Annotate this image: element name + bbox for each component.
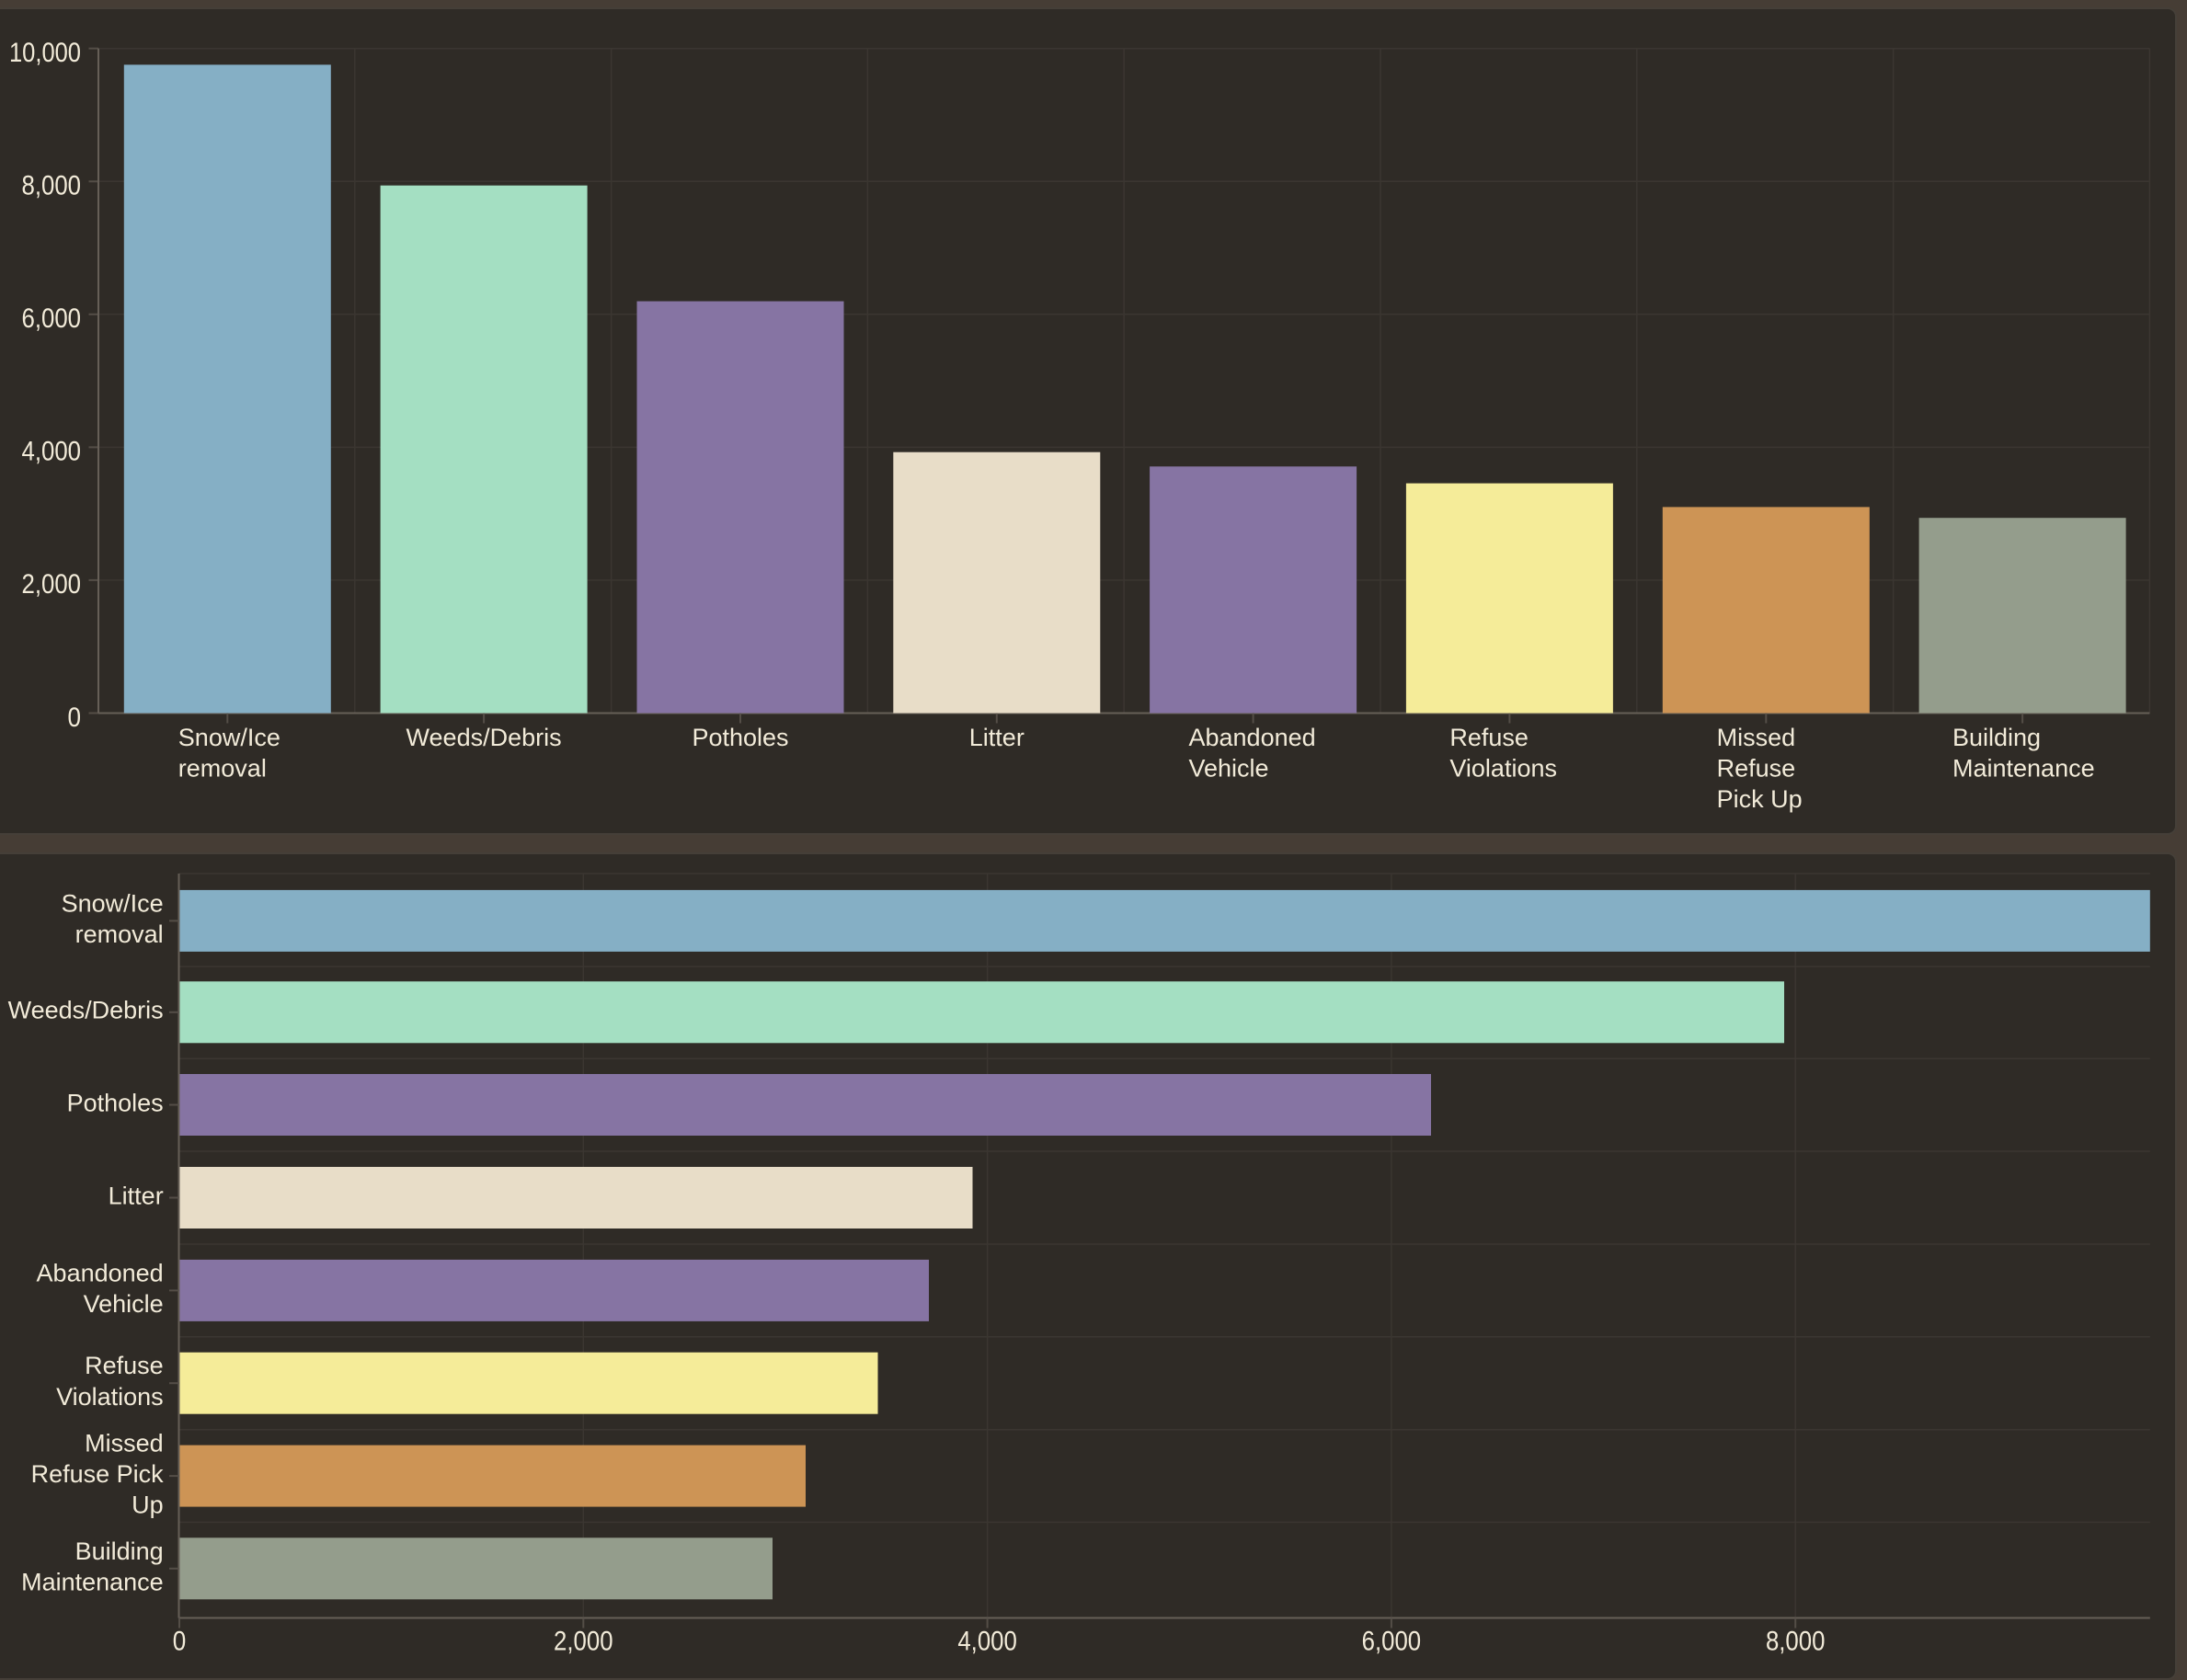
svg-text:Snow/Ice: Snow/Ice — [62, 889, 164, 917]
svg-text:10,000: 10,000 — [9, 38, 81, 68]
svg-text:Up: Up — [132, 1491, 164, 1519]
svg-text:Violations: Violations — [56, 1383, 164, 1411]
svg-text:Vehicle: Vehicle — [1189, 754, 1269, 782]
svg-text:0: 0 — [68, 703, 82, 733]
svg-text:Litter: Litter — [109, 1182, 164, 1209]
svg-text:Building: Building — [75, 1537, 164, 1565]
svg-text:Litter: Litter — [969, 724, 1025, 751]
svg-text:2,000: 2,000 — [554, 1626, 613, 1656]
svg-text:Abandoned: Abandoned — [37, 1259, 164, 1286]
svg-text:Weeds/Debris: Weeds/Debris — [406, 724, 562, 751]
svg-text:Vehicle: Vehicle — [84, 1290, 164, 1318]
svg-text:Potholes: Potholes — [67, 1089, 164, 1116]
svg-text:removal: removal — [178, 754, 267, 782]
svg-text:4,000: 4,000 — [957, 1626, 1017, 1656]
svg-text:Building: Building — [1952, 724, 2041, 751]
svg-text:Missed: Missed — [85, 1429, 164, 1457]
svg-text:Refuse: Refuse — [85, 1352, 164, 1379]
svg-text:Violations: Violations — [1449, 754, 1557, 782]
svg-text:8,000: 8,000 — [22, 171, 82, 201]
svg-text:Pick Up: Pick Up — [1717, 785, 1803, 813]
svg-text:Abandoned: Abandoned — [1189, 724, 1316, 751]
svg-text:Maintenance: Maintenance — [1952, 754, 2095, 782]
svg-text:6,000: 6,000 — [22, 303, 82, 334]
svg-text:Maintenance: Maintenance — [21, 1568, 164, 1595]
svg-text:Refuse Pick: Refuse Pick — [31, 1460, 165, 1488]
svg-text:Weeds/Debris: Weeds/Debris — [8, 997, 164, 1024]
svg-text:4,000: 4,000 — [22, 437, 82, 467]
svg-text:0: 0 — [173, 1626, 187, 1656]
svg-text:2,000: 2,000 — [22, 569, 82, 600]
svg-text:Refuse: Refuse — [1449, 724, 1529, 751]
svg-text:8,000: 8,000 — [1766, 1626, 1826, 1656]
svg-text:Missed: Missed — [1717, 724, 1796, 751]
svg-text:Refuse: Refuse — [1717, 754, 1796, 782]
svg-text:Snow/Ice: Snow/Ice — [178, 724, 281, 751]
svg-text:6,000: 6,000 — [1362, 1626, 1422, 1656]
svg-text:Potholes: Potholes — [692, 724, 788, 751]
svg-text:removal: removal — [75, 920, 164, 948]
